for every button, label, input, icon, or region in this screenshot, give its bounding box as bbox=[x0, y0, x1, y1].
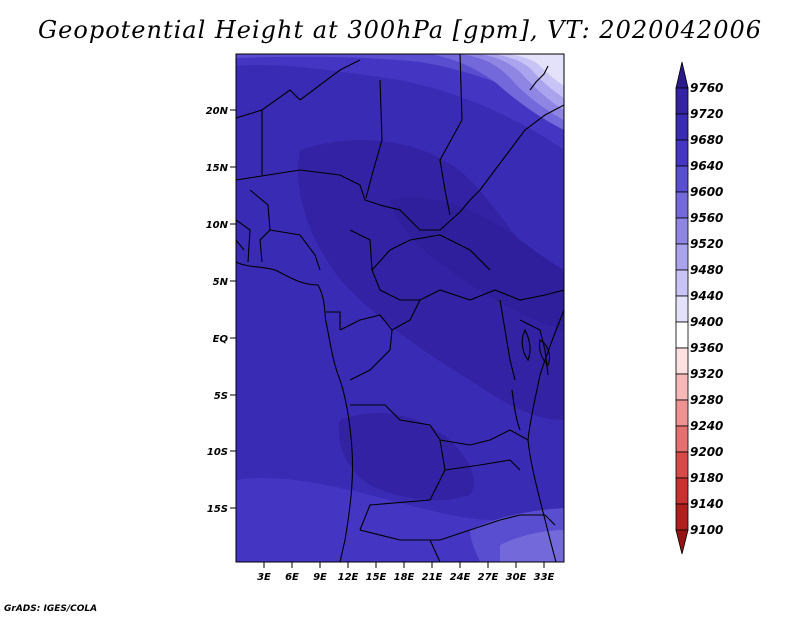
colorbar-swatch bbox=[675, 321, 689, 349]
colorbar-swatch bbox=[675, 217, 689, 245]
colorbar-bottom-arrow bbox=[675, 529, 689, 555]
country-borders bbox=[236, 54, 564, 562]
lon-label: 9E bbox=[313, 572, 327, 583]
lon-label: 6E bbox=[285, 572, 299, 583]
colorbar-swatch bbox=[675, 243, 689, 271]
colorbar-label: 9680 bbox=[690, 133, 723, 147]
colorbar bbox=[675, 61, 689, 555]
colorbar-label: 9400 bbox=[690, 315, 723, 329]
map-title: Geopotential Height at 300hPa [gpm], VT:… bbox=[38, 16, 762, 44]
colorbar-top-arrow bbox=[675, 61, 689, 89]
lat-label: 5S bbox=[214, 391, 228, 402]
colorbar-label: 9360 bbox=[690, 341, 723, 355]
colorbar-swatch bbox=[675, 113, 689, 141]
colorbar-swatch bbox=[675, 373, 689, 401]
colorbar-swatch bbox=[675, 399, 689, 427]
longitude-axis bbox=[263, 562, 545, 568]
lon-label: 15E bbox=[366, 572, 387, 583]
colorbar-label: 9280 bbox=[690, 393, 723, 407]
colorbar-label: 9600 bbox=[690, 185, 723, 199]
colorbar-label: 9480 bbox=[690, 263, 723, 277]
lon-label: 30E bbox=[506, 572, 527, 583]
lat-label: 15S bbox=[207, 504, 228, 515]
colorbar-swatch bbox=[675, 165, 689, 193]
colorbar-label: 9640 bbox=[690, 159, 723, 173]
lat-label: 20N bbox=[206, 106, 229, 117]
colorbar-label: 9200 bbox=[690, 445, 723, 459]
map-frame bbox=[235, 53, 565, 563]
latitude-axis bbox=[230, 109, 236, 509]
lon-label: 21E bbox=[422, 572, 443, 583]
lat-label: 10N bbox=[206, 220, 229, 231]
colorbar-label: 9560 bbox=[690, 211, 723, 225]
lat-label: EQ bbox=[213, 334, 229, 345]
colorbar-swatch bbox=[675, 425, 689, 453]
colorbar-label: 9720 bbox=[690, 107, 723, 121]
lon-label: 27E bbox=[478, 572, 499, 583]
colorbar-swatch bbox=[675, 503, 689, 531]
geopotential-field bbox=[236, 54, 564, 562]
colorbar-swatch bbox=[675, 191, 689, 219]
lon-label: 24E bbox=[450, 572, 471, 583]
lat-label: 15N bbox=[206, 163, 229, 174]
colorbar-swatch bbox=[675, 139, 689, 167]
lon-label: 33E bbox=[534, 572, 555, 583]
lat-label: 5N bbox=[213, 277, 229, 288]
colorbar-label: 9320 bbox=[690, 367, 723, 381]
colorbar-swatch bbox=[675, 269, 689, 297]
colorbar-swatch bbox=[675, 295, 689, 323]
lon-label: 12E bbox=[338, 572, 359, 583]
colorbar-label: 9100 bbox=[690, 523, 723, 537]
colorbar-swatch bbox=[675, 451, 689, 479]
colorbar-label: 9440 bbox=[690, 289, 723, 303]
colorbar-swatch bbox=[675, 347, 689, 375]
lon-label: 3E bbox=[257, 572, 271, 583]
lat-label: 10S bbox=[207, 447, 228, 458]
colorbar-label: 9520 bbox=[690, 237, 723, 251]
colorbar-label: 9180 bbox=[690, 471, 723, 485]
colorbar-label: 9760 bbox=[690, 81, 723, 95]
colorbar-label: 9140 bbox=[690, 497, 723, 511]
colorbar-swatch bbox=[675, 477, 689, 505]
footer-credit: GrADS: IGES/COLA bbox=[4, 604, 98, 614]
colorbar-label: 9240 bbox=[690, 419, 723, 433]
lon-label: 18E bbox=[394, 572, 415, 583]
colorbar-swatch bbox=[675, 87, 689, 115]
